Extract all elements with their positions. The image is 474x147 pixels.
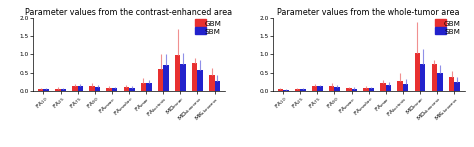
Bar: [175, 55, 181, 91]
Bar: [72, 86, 78, 91]
Legend: GBM, SBM: GBM, SBM: [435, 21, 461, 35]
Bar: [295, 89, 300, 91]
Bar: [89, 86, 95, 91]
Title: Parameter values from the contrast-enhanced area: Parameter values from the contrast-enhan…: [26, 8, 233, 17]
Bar: [300, 89, 306, 91]
Bar: [283, 90, 289, 91]
Bar: [78, 86, 83, 91]
Bar: [95, 87, 100, 91]
Bar: [38, 89, 44, 91]
Bar: [352, 88, 357, 91]
Bar: [215, 81, 220, 91]
Bar: [432, 64, 437, 91]
Bar: [124, 87, 129, 91]
Bar: [415, 53, 420, 91]
Bar: [209, 75, 215, 91]
Bar: [369, 88, 374, 91]
Bar: [329, 86, 335, 91]
Bar: [386, 85, 391, 91]
Bar: [55, 88, 61, 91]
Bar: [363, 88, 369, 91]
Bar: [403, 84, 409, 91]
Bar: [181, 64, 186, 91]
Bar: [112, 88, 118, 91]
Bar: [44, 89, 49, 91]
Bar: [454, 82, 460, 91]
Bar: [129, 88, 135, 91]
Bar: [449, 77, 454, 91]
Bar: [317, 86, 323, 91]
Title: Parameter values from the whole-tumor area: Parameter values from the whole-tumor ar…: [277, 8, 460, 17]
Bar: [141, 83, 146, 91]
Bar: [346, 88, 352, 91]
Bar: [312, 86, 317, 91]
Bar: [397, 81, 403, 91]
Bar: [278, 89, 283, 91]
Bar: [192, 63, 198, 91]
Bar: [198, 70, 203, 91]
Bar: [437, 73, 443, 91]
Bar: [107, 88, 112, 91]
Bar: [380, 83, 386, 91]
Bar: [146, 83, 152, 91]
Bar: [158, 69, 163, 91]
Bar: [420, 64, 426, 91]
Legend: GBM, SBM: GBM, SBM: [195, 21, 221, 35]
Bar: [61, 89, 66, 91]
Bar: [163, 65, 169, 91]
Bar: [335, 87, 340, 91]
